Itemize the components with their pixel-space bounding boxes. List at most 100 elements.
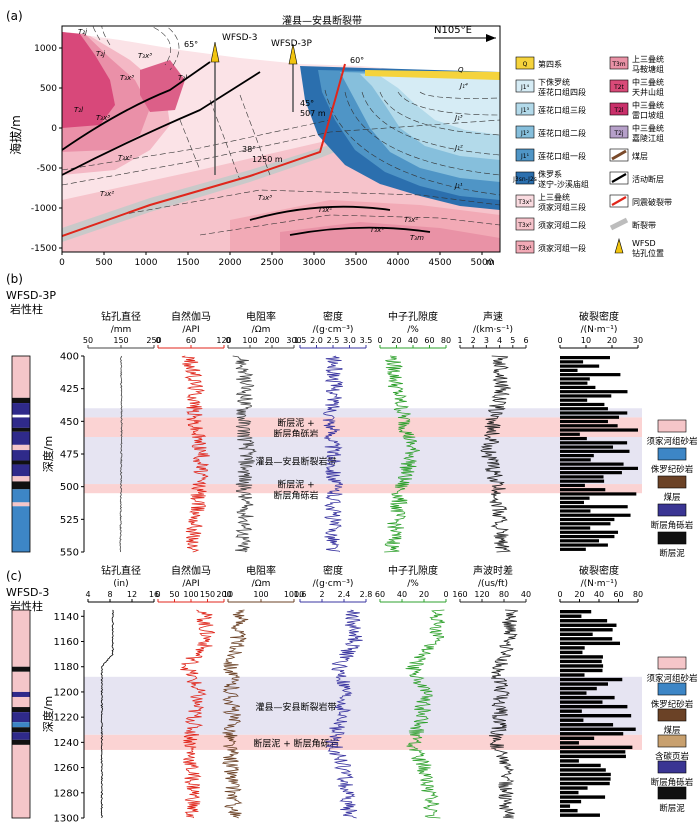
track-scale-label: 8 [107,590,112,599]
panel-a-cross-section: (a) 海拔/m [6,9,672,268]
unit-label: T₂j [96,50,105,58]
lithology-layer [12,460,30,465]
fracture-bar [560,419,608,424]
lithology-layer [12,356,30,398]
x-tick-label: 2000 [219,258,242,268]
panel-a-label: (a) [6,9,23,23]
log-track-5: 中子孔隙度 /% 60 40 20 0 [375,564,449,819]
unit-label: J₁⁴ [458,82,468,90]
depth-annotation-1: 507 m [300,109,326,118]
legend-item-J1²: J1² 莲花口组二段 [515,125,586,139]
fracture-bar [560,360,584,364]
legend-swatch [657,447,687,461]
track-scale-label: 60 [424,336,434,345]
legend-swatch-code: T2t [613,84,624,91]
fault-line-icon [611,173,627,183]
track-scale-label: 16 [149,590,159,599]
legend-text: WFSD [632,239,656,248]
fracture-bar [560,458,591,462]
track-unit: /% [407,579,419,589]
legend-item-rupture: 同震破裂带 [609,194,672,208]
legend-text: 遂宁-沙溪庙组 [538,179,589,189]
legend-swatch [657,656,687,670]
fracture-density-bars [560,610,636,817]
legend-text: 煤层 [663,725,680,736]
fracture-bar [560,768,606,772]
legend-swatch [657,475,687,489]
log-track-4: 密度 /(g·cm⁻³) 1.5 2.0 2.5 3.0 3.5 [294,310,373,553]
fracture-bar [560,513,631,517]
track-scale-label: 120 [474,590,489,599]
legend-text: 天井山组 [632,87,664,97]
fracture-bar [560,530,619,534]
fracture-bar [560,543,608,547]
fracture-bar [560,741,579,745]
track-unit: (in) [113,579,128,589]
track-scale-label: 4 [85,590,90,599]
legend-swatch [657,734,687,748]
fracture-bar [560,772,611,777]
lithology-layer [12,732,30,740]
legend-text: 中三叠统 [632,77,664,87]
unit-label: T₂l [178,74,187,82]
y-tick-label: 0 [51,124,57,134]
direction-arrow: N105°E [434,25,496,42]
fracture-bar [560,407,608,411]
legend-item-coal: 煤层 [609,148,648,162]
legend-text: 钻孔位置 [632,248,664,258]
zone-label: 断层角砾岩 [273,490,318,502]
legend-swatch [515,217,535,231]
fracture-bar [560,483,585,488]
depth-axis-label: 深度/m [41,696,55,732]
fracture-bar [560,781,610,786]
fracture-bar [560,619,608,623]
fracture-bar [560,415,620,419]
lithology-frame [11,609,31,819]
fault-zone-icon [609,217,629,231]
unit-label: T₃x² [118,154,132,162]
lithology-layer [12,696,30,708]
legend-text: 煤层 [663,492,680,503]
depth-tick-label: 550 [60,548,79,559]
lithology-layer [12,691,30,697]
legend-swatch-code: J3sn-J2s [512,176,537,183]
log-curve [180,609,215,819]
track-scale-label: 50 [169,590,179,599]
track-unit: /(km·s⁻¹) [473,325,513,335]
legend-swatch-code: T3x³ [517,199,532,206]
dip-annotation-2: 60° [350,56,364,65]
depth-tick-label: 1280 [54,788,79,799]
unit-label: J₁² [453,144,463,152]
track-scale-label: 50 [83,336,93,345]
lithology-layer [12,712,30,723]
legend-text: 须家河组一段 [538,243,586,253]
lithology-layer [12,397,30,404]
unit-label: T₃x² [100,190,114,198]
fracture-bar [560,790,579,795]
fracture-bar [560,364,600,368]
track-scale-label: 40 [408,336,418,345]
track-scale-label: 10 [581,336,591,345]
fracture-bar [560,424,618,428]
legend-item-T3x¹: T3x¹ 须家河组一段 [515,240,586,254]
track-title: 声速 [483,310,503,323]
depth-tick-label: 1300 [54,814,79,825]
track-title: 中子孔隙度 [388,564,438,577]
fracture-bar [560,398,588,402]
track-scale-label: 12 [127,590,137,599]
legend-swatch [657,419,687,433]
legend-text: 马鞍塘组 [632,64,664,74]
log-track-4: 密度 /(g·cm⁻³) 1.6 2 2.4 2.8 [294,564,372,819]
lithology-layer [12,502,30,507]
depth-tick-label: 1260 [54,763,79,774]
zone-label: 灌县—安县断裂岩带 [255,701,336,713]
track-scale-label: 3.5 [360,336,373,345]
lithology-layer [12,464,30,477]
fracture-bar [560,813,600,817]
unit-label: T₃m [410,234,424,242]
